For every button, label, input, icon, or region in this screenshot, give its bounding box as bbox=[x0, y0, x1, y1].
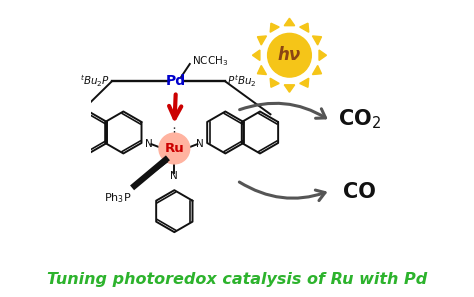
Circle shape bbox=[268, 33, 311, 77]
Text: $P^{t}Bu_2$: $P^{t}Bu_2$ bbox=[228, 73, 257, 89]
Polygon shape bbox=[312, 66, 321, 75]
Text: $^{t}Bu_2P$: $^{t}Bu_2P$ bbox=[80, 73, 110, 89]
Polygon shape bbox=[257, 36, 266, 45]
Text: Ph$_3$P: Ph$_3$P bbox=[104, 191, 131, 205]
Polygon shape bbox=[300, 23, 309, 32]
Text: N: N bbox=[196, 139, 203, 149]
Polygon shape bbox=[257, 66, 266, 75]
Text: N: N bbox=[145, 139, 153, 149]
Circle shape bbox=[159, 133, 190, 164]
Polygon shape bbox=[319, 50, 327, 61]
Polygon shape bbox=[284, 85, 295, 92]
Text: hν: hν bbox=[278, 46, 301, 64]
Polygon shape bbox=[270, 78, 279, 87]
Text: N: N bbox=[171, 171, 178, 181]
Text: Tuning photoredox catalysis of Ru with Pd: Tuning photoredox catalysis of Ru with P… bbox=[47, 272, 427, 287]
Text: CO$_2$: CO$_2$ bbox=[338, 108, 381, 131]
Polygon shape bbox=[253, 50, 260, 61]
Text: CO: CO bbox=[343, 182, 376, 202]
FancyArrowPatch shape bbox=[239, 182, 325, 200]
Text: Ru: Ru bbox=[164, 142, 184, 155]
Polygon shape bbox=[312, 36, 321, 45]
Text: NCCH$_3$: NCCH$_3$ bbox=[192, 54, 228, 68]
Polygon shape bbox=[284, 18, 295, 26]
Polygon shape bbox=[300, 78, 309, 87]
Polygon shape bbox=[270, 23, 279, 32]
FancyArrowPatch shape bbox=[240, 103, 326, 118]
Text: Pd: Pd bbox=[166, 75, 186, 89]
